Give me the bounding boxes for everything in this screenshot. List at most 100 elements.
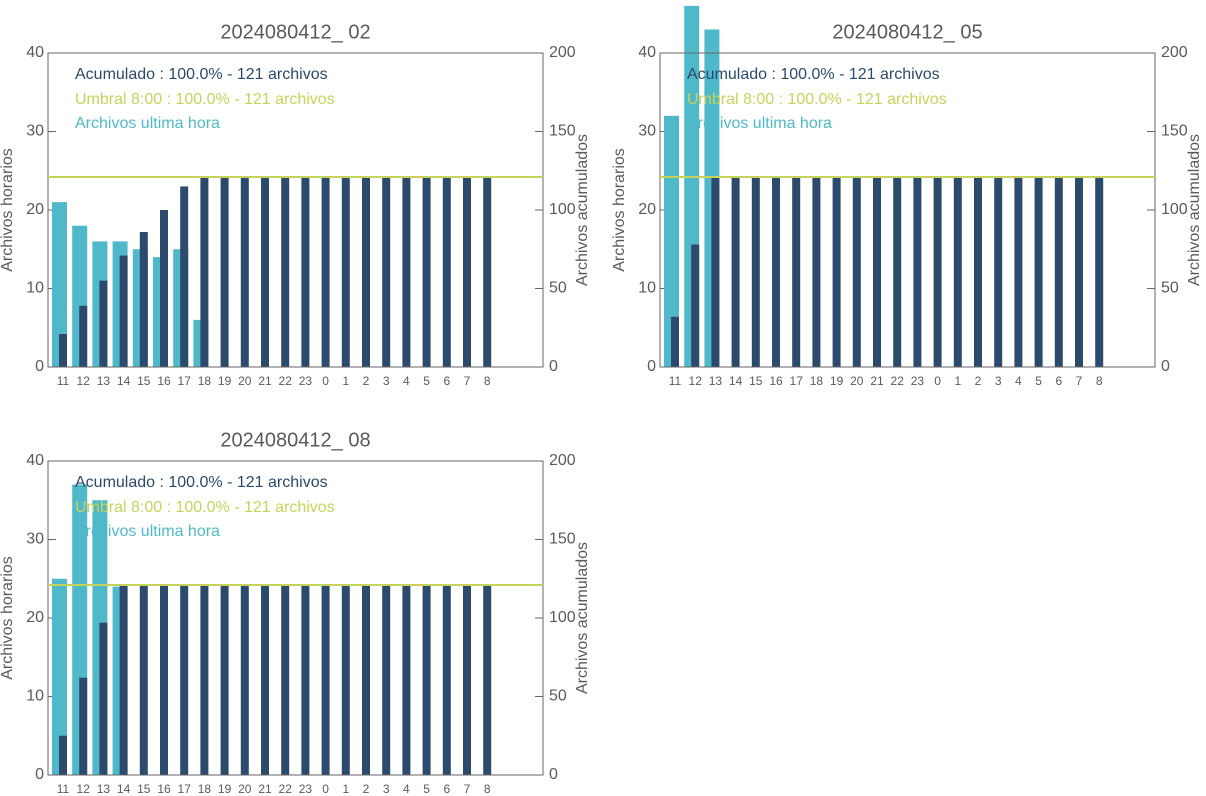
y2-tick-label: 100 — [549, 201, 576, 218]
y2-tick-label: 150 — [1161, 123, 1188, 140]
chart-title: 2024080412_ 08 — [220, 429, 370, 451]
x-tick-label: 22 — [891, 374, 905, 388]
bar — [261, 585, 269, 775]
x-tick-label: 4 — [403, 782, 410, 796]
y-tick-label: 40 — [26, 452, 44, 469]
bar — [812, 177, 821, 367]
bar — [362, 585, 370, 775]
legend-label: Acumulado : 100.0% - 121 archivos — [75, 474, 328, 491]
x-tick-label: 8 — [484, 782, 491, 796]
bar — [671, 316, 679, 367]
plot-frame — [47, 460, 544, 776]
y-tick-label: 10 — [26, 688, 44, 705]
x-tick-label: 12 — [77, 374, 91, 388]
y2-tick-label: 50 — [1161, 280, 1179, 297]
bar — [664, 115, 679, 367]
x-tick-label: 18 — [198, 374, 212, 388]
y-tick-label: 10 — [638, 280, 656, 297]
x-tick-label: 8 — [1096, 374, 1103, 388]
x-tick-label: 12 — [77, 782, 91, 796]
y-tick-label: 30 — [26, 123, 44, 140]
x-tick-label: 17 — [178, 782, 192, 796]
bar — [1014, 177, 1023, 367]
bar — [200, 585, 209, 775]
y-tick-label: 0 — [35, 766, 44, 783]
chart-title: 2024080412_ 05 — [832, 21, 982, 43]
bar — [711, 177, 720, 367]
bar — [483, 585, 492, 775]
x-tick-label: 1 — [954, 374, 961, 388]
x-tick-label: 0 — [322, 374, 329, 388]
x-tick-label: 21 — [870, 374, 884, 388]
x-tick-label: 3 — [383, 782, 390, 796]
bar — [180, 186, 189, 367]
y2-tick-label: 0 — [1161, 358, 1170, 375]
x-tick-label: 0 — [934, 374, 941, 388]
x-tick-label: 3 — [995, 374, 1002, 388]
bar — [139, 231, 148, 367]
x-tick-label: 14 — [117, 782, 131, 796]
y2-tick-label: 200 — [549, 452, 576, 469]
bar — [852, 177, 861, 367]
bar — [402, 585, 411, 775]
x-tick-label: 14 — [729, 374, 743, 388]
legend-label: Archivos ultima hora — [687, 115, 832, 132]
x-tick-label: 6 — [443, 782, 450, 796]
bar — [220, 585, 229, 775]
y2-tick-label: 50 — [549, 688, 567, 705]
y2-tick-label: 50 — [549, 280, 567, 297]
x-tick-label: 16 — [157, 374, 171, 388]
bar — [341, 177, 350, 367]
bar — [953, 177, 962, 367]
bar — [240, 177, 249, 367]
y-tick-label: 0 — [35, 358, 44, 375]
bar — [382, 177, 391, 367]
x-tick-label: 7 — [464, 782, 471, 796]
bar — [893, 177, 902, 367]
x-tick-label: 8 — [484, 374, 491, 388]
x-tick-label: 21 — [258, 374, 272, 388]
x-tick-label: 11 — [669, 374, 682, 388]
x-tick-label: 5 — [1035, 374, 1042, 388]
legend-label: Umbral 8:00 : 100.0% - 121 archivos — [75, 499, 335, 516]
x-tick-label: 1 — [342, 374, 349, 388]
bar — [832, 177, 841, 367]
x-tick-label: 15 — [749, 374, 763, 388]
x-tick-label: 0 — [322, 782, 329, 796]
y-tick-label: 30 — [638, 123, 656, 140]
legend-label: Archivos ultima hora — [75, 523, 220, 540]
x-tick-label: 11 — [57, 782, 70, 796]
x-tick-label: 13 — [97, 374, 111, 388]
bar — [731, 177, 740, 367]
y-tick-label: 40 — [638, 44, 656, 61]
x-tick-label: 12 — [689, 374, 703, 388]
bar — [1095, 177, 1104, 367]
bar — [341, 585, 350, 775]
x-tick-label: 17 — [790, 374, 804, 388]
x-tick-label: 15 — [137, 782, 151, 796]
x-tick-label: 23 — [299, 782, 313, 796]
plot-frame — [47, 52, 544, 368]
x-tick-label: 23 — [299, 374, 313, 388]
bar — [160, 585, 168, 775]
bar — [240, 585, 249, 775]
legend-label: Umbral 8:00 : 100.0% - 121 archivos — [687, 91, 947, 108]
x-tick-label: 18 — [198, 782, 212, 796]
bar — [99, 622, 108, 775]
bar — [483, 177, 492, 367]
x-tick-label: 4 — [1015, 374, 1022, 388]
bar — [321, 585, 330, 775]
bar — [321, 177, 330, 367]
bar — [180, 585, 189, 775]
y2-tick-label: 150 — [549, 531, 576, 548]
x-tick-label: 2 — [975, 374, 982, 388]
bar — [362, 177, 370, 367]
y2-axis-label: Archivos acumulados — [574, 542, 591, 694]
bar — [79, 305, 88, 367]
bar — [933, 177, 942, 367]
y-axis-label: Archivos horarios — [611, 148, 628, 272]
x-tick-label: 2 — [363, 782, 370, 796]
x-tick-label: 22 — [279, 374, 293, 388]
bar — [281, 177, 290, 367]
legend-label: Acumulado : 100.0% - 121 archivos — [75, 66, 328, 83]
